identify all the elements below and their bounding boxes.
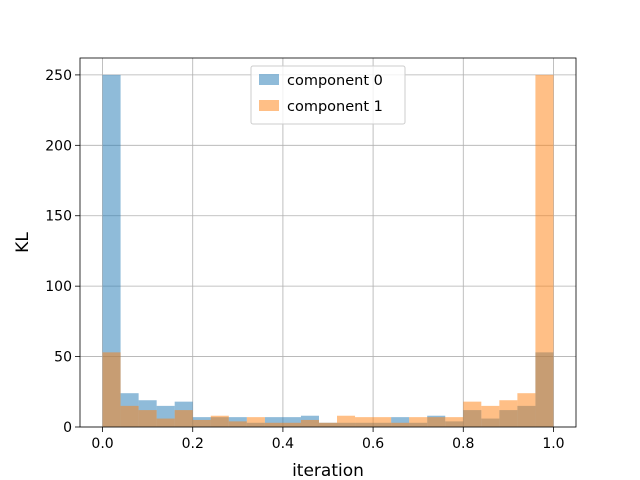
- bar-component-1: [481, 405, 500, 427]
- legend-swatch-component-0: [259, 74, 279, 85]
- legend-swatch-component-1: [259, 100, 279, 111]
- histogram-bars: [102, 74, 554, 428]
- bar-component-1: [535, 74, 554, 428]
- axis-ticks: 0.0 0.2 0.4 0.6 0.8 1.0 0 50 100 150 200 250: [45, 68, 564, 452]
- x-tick-label: 0.2: [182, 436, 204, 452]
- y-tick-label: 150: [45, 209, 72, 225]
- bar-component-1: [120, 405, 139, 427]
- y-tick-label: 0: [63, 420, 72, 436]
- legend-label-component-1: component 1: [287, 99, 383, 115]
- bar-component-1: [427, 417, 446, 427]
- legend-label-component-0: component 0: [287, 73, 383, 89]
- bar-component-1: [282, 422, 301, 427]
- bar-component-1: [318, 422, 338, 427]
- bar-component-0: [282, 417, 301, 427]
- bar-component-1: [499, 400, 518, 427]
- legend-box: [250, 65, 406, 125]
- x-tick-label: 0.8: [452, 436, 474, 452]
- bar-component-1: [409, 417, 428, 427]
- bar-component-1: [355, 417, 374, 427]
- legend: component 0 component 1: [250, 65, 406, 125]
- bar-component-1: [192, 419, 211, 427]
- bar-component-1: [174, 410, 193, 427]
- x-tick-label: 0.0: [91, 436, 113, 452]
- x-tick-label: 1.0: [542, 436, 564, 452]
- bar-component-1: [517, 393, 536, 427]
- bar-component-1: [228, 421, 247, 427]
- bar-component-1: [156, 418, 175, 427]
- bar-component-1: [373, 417, 392, 427]
- bar-component-1: [300, 419, 319, 427]
- bar-component-1: [445, 417, 464, 427]
- bar-component-0: [391, 417, 410, 427]
- bar-component-1: [463, 401, 482, 427]
- x-tick-label: 0.6: [362, 436, 384, 452]
- bar-component-0: [102, 74, 121, 428]
- plot-frame: [79, 57, 577, 428]
- y-tick-label: 200: [45, 138, 72, 154]
- bar-component-1: [102, 352, 121, 427]
- bar-component-0: [264, 417, 283, 427]
- bar-component-1: [337, 415, 356, 427]
- bar-component-1: [138, 410, 157, 427]
- y-axis-label: KL: [13, 232, 33, 253]
- y-tick-label: 100: [45, 279, 72, 295]
- y-tick-label: 250: [45, 68, 72, 84]
- bar-component-1: [246, 417, 265, 427]
- y-tick-label: 50: [54, 350, 72, 366]
- x-tick-label: 0.4: [272, 436, 294, 452]
- bar-component-1: [210, 415, 229, 427]
- x-axis-label: iteration: [292, 461, 364, 480]
- bar-component-1: [264, 422, 283, 427]
- bar-component-1: [391, 422, 410, 427]
